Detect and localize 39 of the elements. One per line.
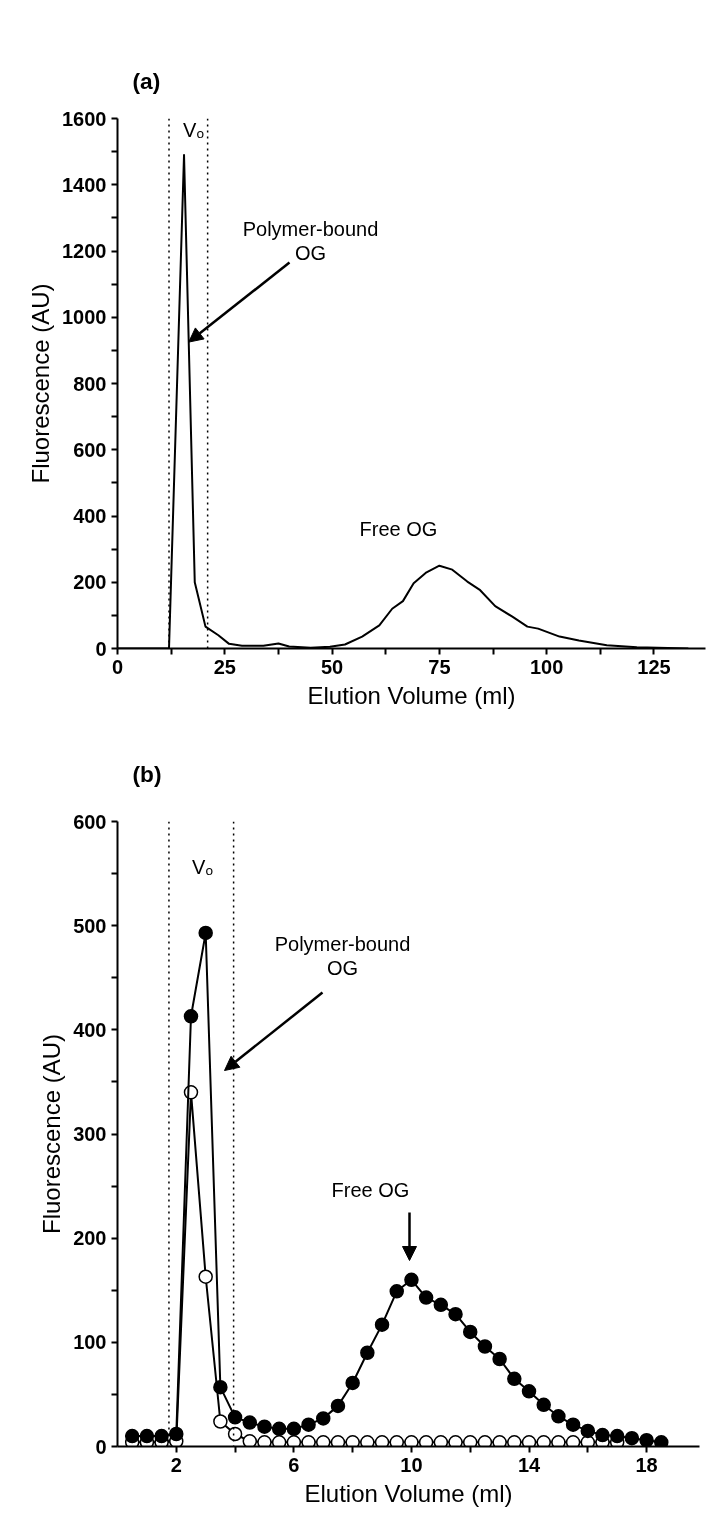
annotation: Free OG bbox=[359, 517, 438, 540]
x-tick-label: 2 bbox=[170, 1453, 182, 1476]
y-tick-label: 600 bbox=[73, 810, 107, 833]
x-tick-label: 25 bbox=[213, 655, 236, 678]
y-axis-title: Fluorescence (AU) bbox=[38, 1033, 66, 1235]
x-tick-label: 50 bbox=[320, 655, 344, 678]
y-tick-label: 1400 bbox=[62, 173, 107, 196]
y-tick-label: 500 bbox=[73, 914, 107, 937]
y-tick-label: 400 bbox=[73, 505, 107, 527]
annotation: Polymer-bound OG bbox=[274, 932, 411, 979]
y-tick-label: 400 bbox=[73, 1018, 107, 1041]
annotation: Vₒ bbox=[192, 855, 213, 878]
chart-title: (a) bbox=[132, 67, 161, 94]
y-tick-label: 200 bbox=[73, 571, 107, 594]
x-tick-label: 10 bbox=[400, 1453, 423, 1476]
annotation: Vₒ bbox=[183, 118, 204, 141]
y-tick-label: 200 bbox=[73, 1227, 107, 1250]
x-tick-label: 75 bbox=[428, 655, 451, 678]
y-tick-label: 1000 bbox=[62, 306, 107, 329]
y-tick-label: 1200 bbox=[62, 240, 107, 262]
x-tick-label: 18 bbox=[635, 1453, 658, 1476]
x-tick-label: 100 bbox=[530, 655, 564, 678]
chart-title: (b) bbox=[132, 760, 162, 787]
x-tick-label: 0 bbox=[111, 655, 124, 678]
y-tick-label: 100 bbox=[73, 1331, 107, 1354]
y-tick-label: 0 bbox=[95, 637, 107, 660]
x-axis-title: Elution Volume (ml) bbox=[307, 681, 516, 709]
annotation: Free OG bbox=[331, 1178, 410, 1201]
y-tick-label: 300 bbox=[73, 1123, 107, 1145]
y-tick-label: 0 bbox=[95, 1435, 107, 1458]
x-axis-title: Elution Volume (ml) bbox=[304, 1479, 513, 1507]
x-tick-label: 6 bbox=[288, 1453, 300, 1476]
y-tick-label: 1600 bbox=[62, 107, 107, 130]
x-tick-label: 14 bbox=[517, 1453, 542, 1476]
y-tick-label: 600 bbox=[73, 438, 107, 461]
y-axis-title: Fluorescence (AU) bbox=[27, 283, 55, 484]
annotation: Polymer-bound OG bbox=[242, 217, 379, 264]
y-tick-label: 800 bbox=[73, 372, 107, 395]
x-tick-label: 125 bbox=[637, 655, 671, 678]
